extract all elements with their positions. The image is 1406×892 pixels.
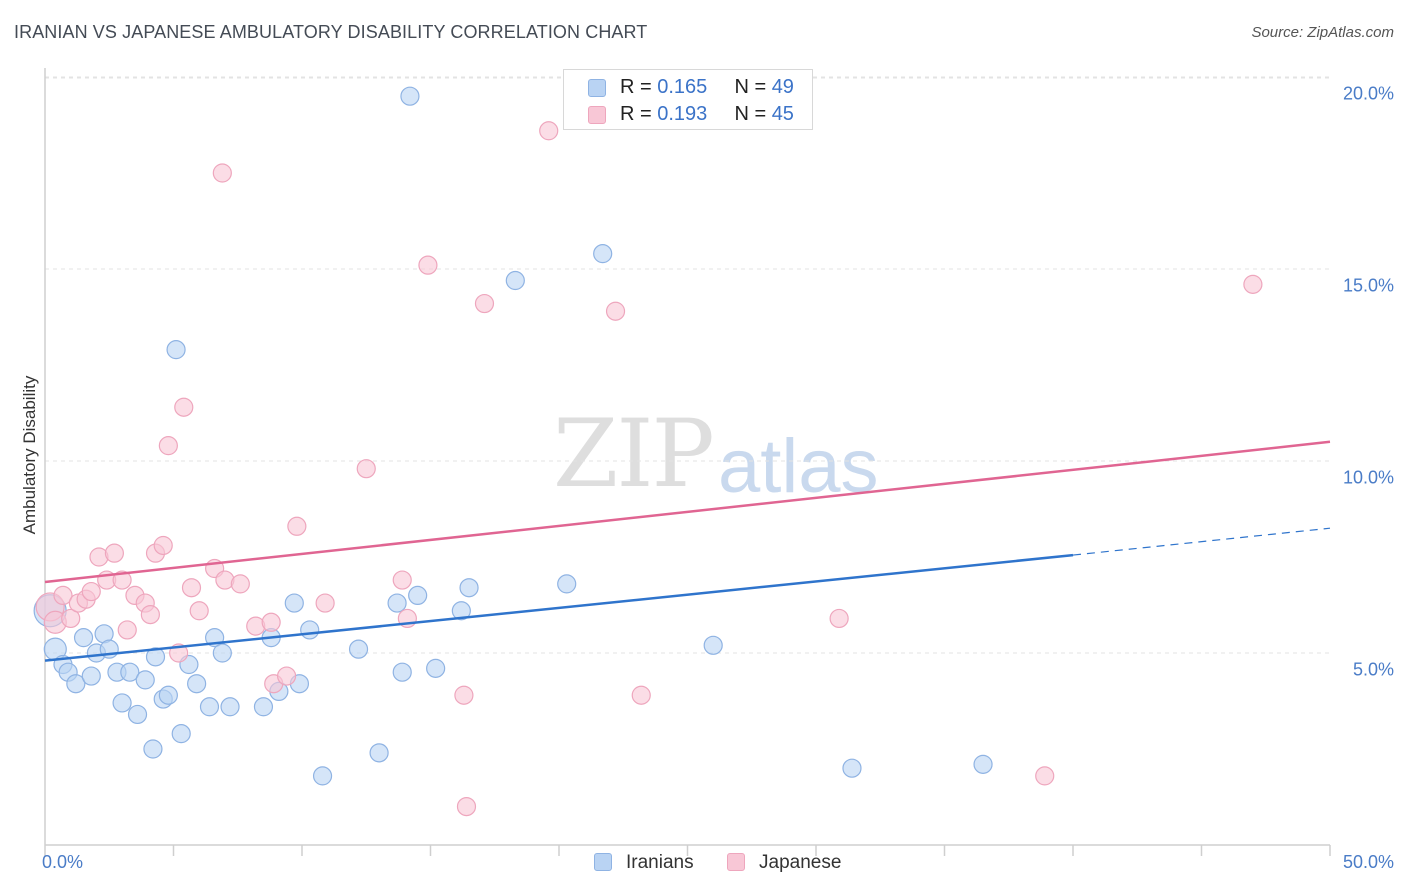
iranians-point: [392, 662, 412, 682]
japanese-point: [189, 601, 209, 621]
iranians-r-value: 0.165: [657, 76, 708, 98]
correlation-legend: R = 0.165 N = 49 R = 0.193 N = 45: [563, 69, 813, 130]
y-tick-label: 10.0%: [1342, 467, 1394, 488]
japanese-n-label: N =: [734, 103, 772, 125]
iranians-point: [81, 666, 101, 686]
x-tick-label-min: 0.0%: [42, 852, 84, 872]
iranians-point: [312, 766, 333, 786]
iranians-point: [143, 739, 163, 759]
japanese-point: [276, 666, 297, 686]
japanese-n-value: 45: [771, 103, 794, 125]
iranians-point: [120, 662, 140, 682]
japanese-point: [261, 612, 281, 632]
iranians-point: [253, 697, 274, 717]
bottom-japanese-swatch: [727, 853, 745, 871]
japanese-point: [158, 436, 178, 456]
iranians-trend-extension: [1072, 527, 1331, 556]
japanese-point: [212, 163, 232, 183]
japanese-point: [454, 685, 474, 705]
iranians-point: [145, 647, 166, 667]
iranians-point: [408, 585, 428, 606]
iranians-n-value: 49: [771, 76, 794, 98]
iranians-point: [505, 270, 525, 291]
iranians-point: [459, 578, 479, 598]
x-tick-label-max: 50.0%: [1342, 852, 1394, 872]
japanese-point: [117, 620, 137, 640]
iranians-n-label: N =: [734, 76, 772, 98]
japanese-point: [181, 578, 202, 598]
iranians-point: [127, 704, 148, 725]
japanese-r-value: 0.193: [657, 103, 708, 125]
y-tick-label: 20.0%: [1342, 83, 1394, 104]
iranians-point: [593, 244, 613, 264]
iranians-point: [112, 693, 132, 713]
japanese-point: [174, 397, 194, 417]
japanese-point: [456, 796, 477, 817]
iranians-point: [158, 685, 178, 705]
y-tick-label: 5.0%: [1352, 659, 1394, 680]
iranians-point: [199, 697, 220, 717]
bottom-iranians-label: Iranians: [626, 852, 694, 873]
iranians-point: [451, 601, 471, 621]
japanese-point: [392, 570, 412, 590]
y-axis-label: Ambulatory Disability: [20, 375, 39, 535]
iranians-trend-line: [44, 553, 1074, 662]
japanese-point: [1243, 274, 1263, 294]
japanese-point: [1035, 766, 1055, 786]
iranians-point: [842, 758, 862, 778]
iranians-point: [73, 628, 94, 648]
iranians-point: [220, 697, 240, 717]
iranians-point: [369, 743, 389, 763]
source-label: Source: ZipAtlas.com: [1251, 24, 1394, 41]
bottom-japanese-label: Japanese: [759, 852, 842, 873]
japanese-point: [418, 255, 438, 275]
iranians-r-label: R =: [620, 76, 658, 98]
japanese-point: [474, 293, 495, 314]
japanese-point: [61, 608, 81, 629]
japanese-point: [315, 593, 335, 613]
iranians-point: [66, 674, 86, 694]
bottom-iranians-swatch: [594, 853, 612, 871]
japanese-point: [230, 574, 250, 594]
iranians-point: [348, 639, 369, 659]
japanese-point: [356, 459, 376, 479]
japanese-point: [81, 581, 101, 602]
japanese-r-label: R =: [620, 103, 658, 125]
iranians-point: [400, 86, 420, 106]
japanese-point: [631, 685, 651, 705]
y-tick-label: 15.0%: [1342, 275, 1394, 296]
iranians-point: [187, 674, 207, 694]
watermark-zip: ZIP: [553, 400, 715, 509]
iranians-point: [387, 593, 407, 613]
japanese-point: [829, 608, 849, 629]
japanese-point: [104, 543, 124, 563]
japanese-point: [153, 535, 173, 556]
iranians-point: [166, 340, 186, 360]
japanese-point: [539, 121, 559, 141]
japanese-point: [53, 585, 73, 606]
iranians-point: [557, 574, 577, 594]
iranians-swatch: [588, 79, 606, 97]
chart-title: IRANIAN VS JAPANESE AMBULATORY DISABILIT…: [14, 22, 648, 42]
japanese-swatch: [588, 106, 606, 124]
japanese-point: [112, 570, 132, 590]
iranians-point: [703, 635, 723, 655]
iranians-point: [171, 724, 191, 744]
japanese-point: [287, 516, 307, 536]
iranians-point: [426, 658, 446, 678]
japanese-point: [605, 301, 626, 321]
iranians-point: [300, 620, 320, 640]
japanese-point: [140, 604, 160, 625]
iranians-point: [212, 643, 232, 663]
iranians-point: [973, 754, 993, 774]
iranians-point: [135, 670, 155, 690]
japanese-trend-line: [44, 440, 1331, 584]
iranians-point: [284, 593, 304, 613]
